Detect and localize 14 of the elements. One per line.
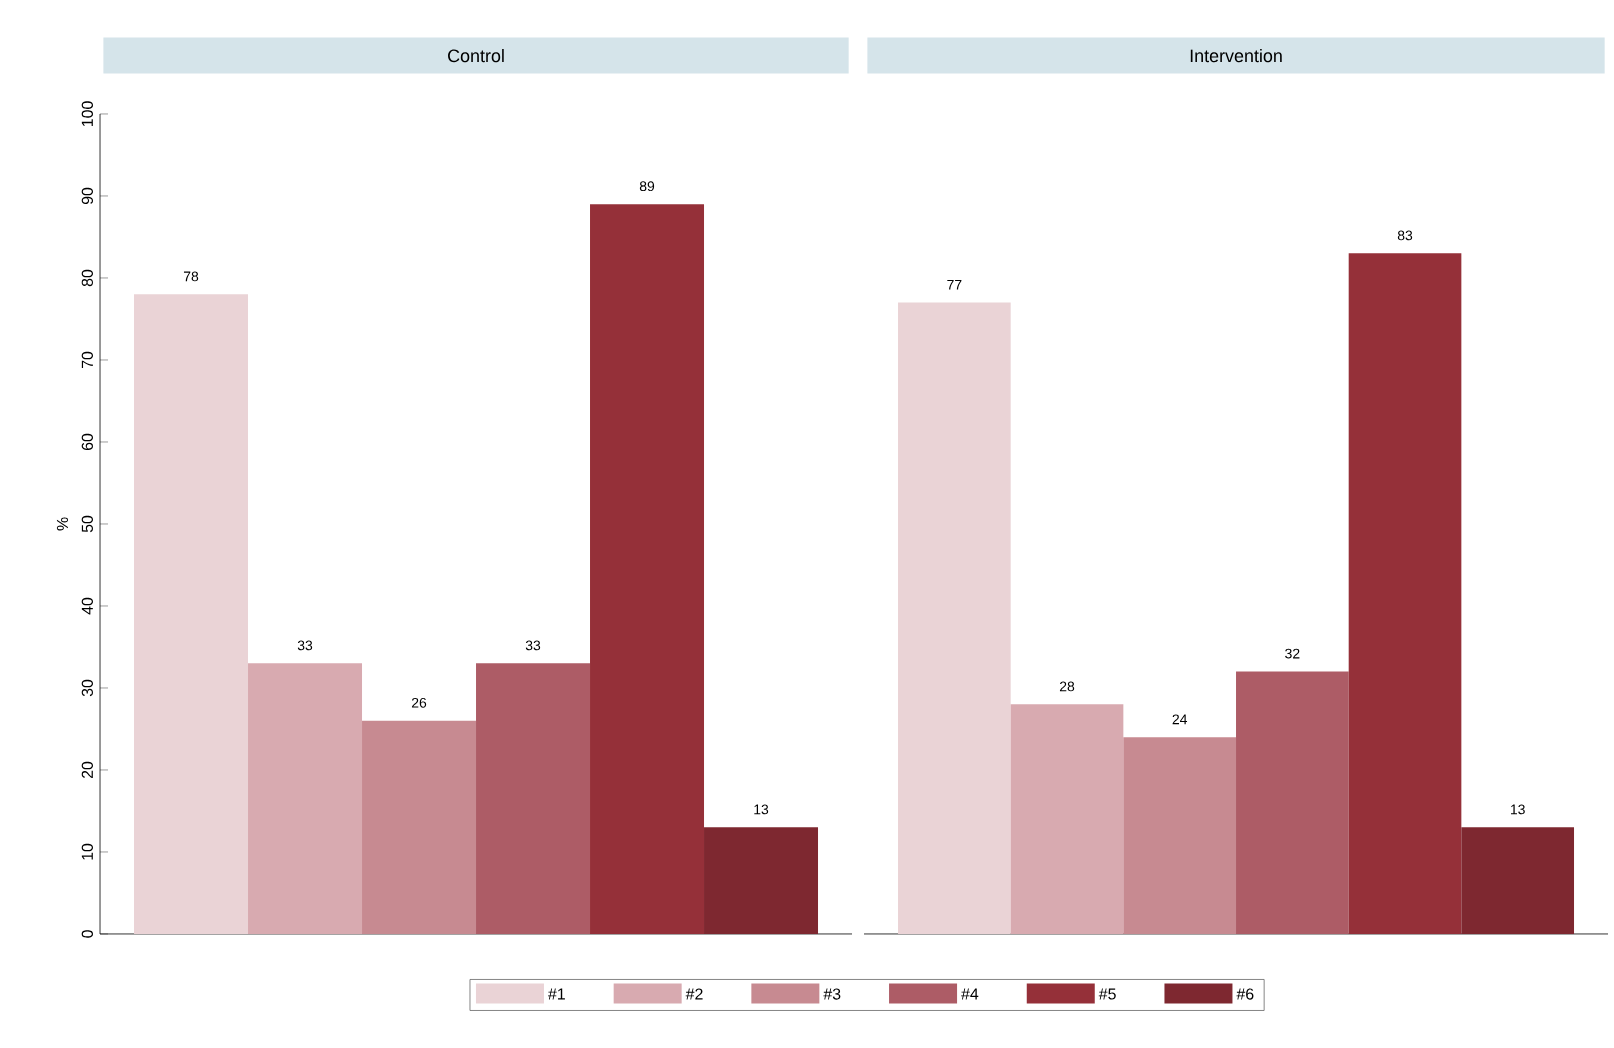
bar	[1123, 737, 1237, 934]
bar	[1348, 253, 1462, 934]
bar	[898, 302, 1011, 934]
chart-title: Intervention	[1190, 49, 1282, 63]
bar	[1461, 827, 1575, 934]
bar	[704, 827, 819, 934]
chart-title: Control	[448, 49, 504, 63]
bar	[248, 663, 363, 934]
bar	[1010, 704, 1124, 934]
bar	[362, 720, 477, 934]
bar	[590, 204, 705, 934]
bar	[1236, 671, 1349, 934]
bar	[476, 663, 591, 934]
bar	[134, 294, 249, 934]
